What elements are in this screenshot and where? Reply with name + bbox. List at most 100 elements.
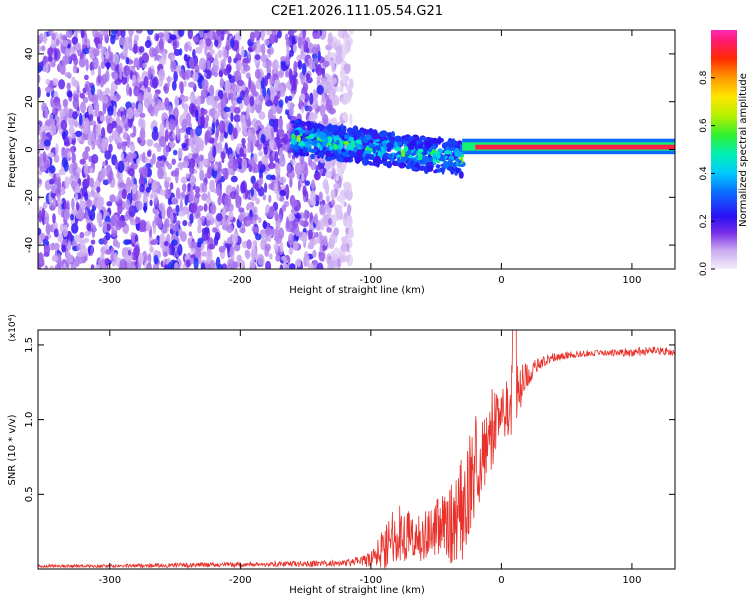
- spectrogram-cell: [246, 239, 252, 250]
- spectrogram-cell: [309, 92, 314, 106]
- spectrogram-cell: [68, 46, 75, 56]
- spectrogram-cell: [148, 176, 152, 184]
- y-tick-label: 20: [24, 95, 35, 108]
- spectrogram-cell: [281, 204, 287, 212]
- spectrogram-cell: [239, 114, 246, 122]
- spectrogram-cell: [142, 205, 148, 212]
- spectrogram-cell: [131, 74, 137, 84]
- spectrogram-cell: [99, 30, 103, 35]
- spectrogram-cell: [262, 194, 267, 201]
- spectrogram-cell: [417, 148, 424, 153]
- spectrogram-cell: [178, 210, 186, 217]
- spectrogram-cell: [184, 69, 192, 79]
- spectrogram-cell: [348, 78, 354, 90]
- spectrogram-cell: [243, 64, 251, 72]
- spectrogram-cell: [316, 237, 320, 244]
- spectrogram-cell: [311, 97, 319, 110]
- spectrogram-cell: [287, 95, 293, 102]
- spectrogram-cell: [138, 56, 143, 68]
- spectrogram-cell: [45, 223, 51, 236]
- spectrogram-cell: [201, 182, 208, 193]
- spectrogram-cell: [165, 103, 170, 111]
- spectrogram-cell: [275, 163, 281, 176]
- spectrogram-cell: [272, 59, 279, 72]
- spectrogram-cell: [262, 85, 267, 99]
- spectrogram-cell: [82, 48, 90, 55]
- snr-series-line: [38, 330, 675, 569]
- spectrogram-cell: [49, 118, 56, 127]
- spectrogram-cell: [188, 192, 195, 203]
- spectrogram-cell: [199, 169, 205, 181]
- spectrogram-cell: [185, 173, 190, 179]
- spectrogram-cell: [71, 198, 75, 210]
- spectrogram-cell: [79, 92, 85, 99]
- spectrogram-cell: [270, 126, 275, 138]
- spectrogram-cell: [368, 154, 375, 158]
- spectrogram-xlabel: Height of straight line (km): [289, 285, 425, 296]
- spectrogram-cell: [287, 152, 292, 159]
- spectrogram-cell: [356, 149, 364, 157]
- spectrogram-cell: [183, 79, 187, 88]
- spectrogram-cell: [91, 144, 95, 151]
- spectrogram-cell: [205, 38, 212, 47]
- spectrogram-cell: [217, 196, 222, 206]
- spectrogram-cell: [235, 60, 243, 72]
- spectrogram-cell: [355, 139, 362, 145]
- spectrogram-cell: [334, 150, 339, 156]
- spectrogram-cell: [134, 34, 139, 42]
- spectrogram-cell: [70, 261, 77, 269]
- spectrogram-cell: [210, 259, 215, 269]
- spectrogram-cell: [70, 53, 78, 61]
- spectrogram-cell: [133, 43, 138, 55]
- spectrogram-cell: [293, 129, 301, 136]
- spectrogram-cell: [175, 187, 181, 200]
- spectrogram-cell: [65, 200, 70, 209]
- spectrogram-cell: [292, 144, 299, 150]
- spectrogram-cell: [317, 152, 325, 158]
- spectrogram-cell: [330, 259, 337, 269]
- spectrogram-cell: [329, 144, 333, 151]
- spectrogram-cell: [340, 189, 345, 196]
- spectrogram-cell: [346, 215, 352, 228]
- spectrogram-cell: [138, 46, 145, 53]
- spectrogram-cell: [265, 226, 273, 236]
- spectrogram-cell: [214, 59, 220, 67]
- spectrogram-cell: [157, 167, 164, 180]
- spectrogram-cell: [184, 133, 189, 141]
- spectrogram-cell: [302, 146, 308, 154]
- spectrogram-cell: [154, 196, 158, 206]
- spectrogram-cell: [389, 139, 395, 145]
- spectrogram-cell: [285, 109, 289, 115]
- spectrogram-cell: [328, 88, 336, 101]
- colorbar-tick-label: 0.6: [699, 118, 709, 133]
- spectrogram-cell: [209, 138, 215, 144]
- spectrogram-cell: [347, 127, 353, 134]
- spectrogram-cell: [38, 65, 44, 72]
- spectrogram-cell: [306, 120, 312, 128]
- snr-frame: [37, 329, 676, 570]
- spectrogram-cell: [361, 128, 367, 133]
- spectrogram-cell: [97, 93, 104, 102]
- spectrogram-cell: [365, 134, 372, 140]
- spectrogram-cell: [276, 90, 281, 100]
- spectrogram-cell: [266, 59, 272, 68]
- spectrogram-cell: [260, 133, 266, 144]
- spectrogram-cell: [64, 176, 70, 189]
- spectrogram-cell: [172, 198, 179, 205]
- spectrogram-cell: [273, 95, 279, 107]
- spectrogram-cell: [84, 191, 89, 202]
- spectrogram-cell: [332, 136, 340, 140]
- colorbar-label: Normalized spectral amplitude: [738, 73, 749, 227]
- spectrogram-cell: [455, 151, 462, 157]
- spectrogram-cell: [338, 195, 346, 204]
- spectrogram-cell: [344, 82, 348, 88]
- spectrogram-cell: [43, 139, 51, 147]
- spectrogram-cell: [111, 120, 117, 129]
- spectrogram-cell: [319, 244, 323, 254]
- spectrogram-cell: [92, 48, 100, 57]
- spectrogram-cell: [84, 32, 88, 46]
- spectrogram-cell: [268, 194, 272, 203]
- spectrogram-cell: [363, 150, 372, 154]
- spectrogram-cell: [228, 75, 236, 84]
